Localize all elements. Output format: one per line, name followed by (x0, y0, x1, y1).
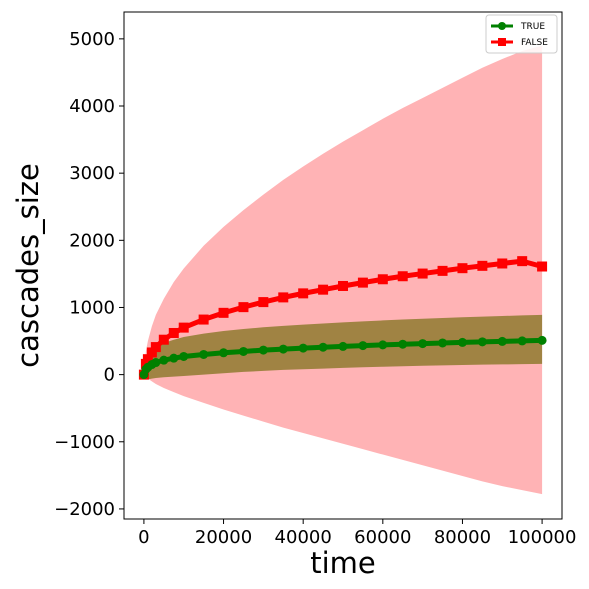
y-tick-label: 1000 (69, 297, 115, 318)
y-tick-label: −2000 (54, 499, 115, 520)
x-axis-label: time (310, 546, 376, 580)
point-false (150, 342, 161, 353)
point-true (159, 355, 169, 365)
point-false (146, 347, 157, 358)
axes: 0 20000 40000 60000 80000 100000 −2000 −1000 0 10… (54, 29, 576, 548)
point-false (517, 256, 528, 267)
point-false (417, 268, 428, 279)
legend: TRUE FALSE (485, 14, 558, 54)
point-true (477, 337, 487, 347)
point-true (151, 358, 161, 368)
point-false (477, 260, 488, 271)
band-false (143, 45, 543, 495)
point-false (537, 261, 548, 272)
y-tick-label: −1000 (54, 432, 115, 453)
point-true (298, 343, 308, 353)
legend-item-false: FALSE (491, 38, 548, 48)
point-true (179, 351, 189, 361)
y-tick-label: 4000 (69, 96, 115, 117)
legend-label: FALSE (521, 38, 548, 48)
x-tick-label: 0 (138, 527, 149, 548)
x-tick-label: 80000 (434, 527, 491, 548)
point-false (437, 265, 448, 276)
point-true (517, 336, 527, 346)
point-false (238, 302, 249, 313)
point-false (278, 292, 289, 303)
point-true (318, 342, 328, 352)
series-lines (138, 256, 548, 380)
point-false (258, 297, 269, 308)
point-false (318, 284, 329, 295)
point-true (497, 336, 507, 346)
point-true (418, 339, 428, 349)
point-false (457, 263, 468, 274)
point-false (218, 307, 229, 318)
point-true (169, 353, 179, 363)
x-tick-label: 100000 (508, 527, 577, 548)
point-false (142, 354, 153, 365)
point-true (258, 345, 268, 355)
point-false (338, 280, 348, 291)
y-tick-label: 3000 (69, 163, 115, 184)
point-true (438, 338, 448, 348)
y-tick-label: 0 (104, 365, 115, 386)
y-tick-label: 2000 (69, 230, 115, 251)
point-true (398, 339, 408, 349)
point-true (378, 340, 388, 350)
point-false (168, 327, 179, 338)
point-false (158, 334, 169, 345)
point-false (198, 314, 209, 325)
series-true (139, 335, 547, 380)
point-true (278, 344, 288, 354)
point-true (338, 341, 348, 351)
point-true (537, 335, 547, 345)
point-true (238, 346, 248, 356)
point-true (219, 348, 229, 358)
legend-label: TRUE (520, 22, 545, 32)
x-tick-label: 20000 (195, 527, 252, 548)
point-true (199, 349, 209, 359)
legend-marker (498, 22, 506, 30)
legend-marker (498, 38, 506, 46)
point-true (457, 337, 467, 347)
y-tick-label: 5000 (69, 29, 115, 50)
point-false (357, 277, 368, 288)
x-tick-label: 40000 (275, 527, 332, 548)
legend-item-true: TRUE (491, 22, 545, 32)
x-tick-label: 60000 (354, 527, 411, 548)
point-false (497, 258, 508, 269)
point-false (397, 271, 408, 282)
point-false (178, 322, 189, 333)
point-true (358, 341, 368, 351)
point-false (298, 288, 309, 299)
plot-frame (123, 11, 563, 520)
y-axis-label: cascades_size (11, 163, 45, 368)
point-false (377, 274, 388, 285)
